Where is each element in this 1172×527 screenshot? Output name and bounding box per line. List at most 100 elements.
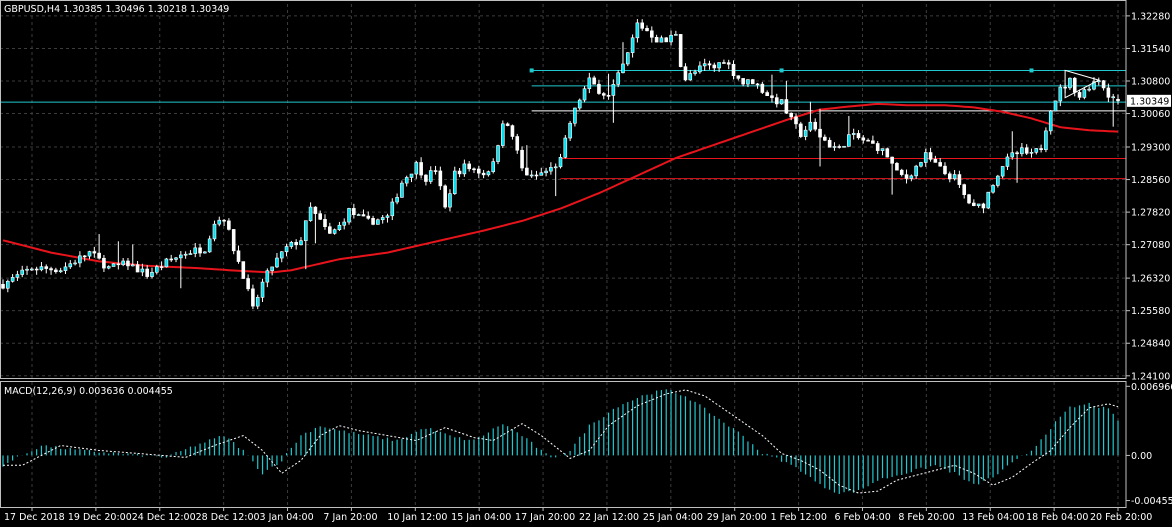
price-pane-frame — [0, 0, 1127, 379]
candle — [294, 239, 298, 250]
time-tick-label: 15 Jan 04:00 — [451, 512, 511, 523]
candle — [582, 86, 587, 103]
candle — [150, 267, 154, 279]
candle-body-bull — [544, 170, 548, 174]
candle — [395, 193, 399, 205]
candle — [486, 170, 491, 177]
line-anchor-handle[interactable] — [529, 68, 534, 73]
candle — [923, 148, 928, 167]
candle — [553, 163, 558, 197]
price-tick-label: 1.29300 — [1131, 143, 1170, 154]
candle-body-bull — [63, 266, 68, 271]
candle-body-bull — [952, 174, 957, 180]
candle-body-bull — [303, 220, 308, 241]
candle — [967, 193, 971, 205]
candle — [121, 258, 125, 267]
candle — [885, 147, 890, 158]
candle-body-bear — [654, 36, 659, 43]
candle-body-bear — [1024, 147, 1029, 154]
candle-body-bear — [515, 136, 520, 151]
line-anchor-handle[interactable] — [779, 68, 784, 73]
candle-body-bear — [597, 83, 601, 94]
price-pane[interactable] — [0, 19, 1126, 310]
candle — [419, 157, 423, 179]
candle — [126, 258, 130, 270]
candle-body-bear — [313, 206, 318, 214]
candle-body-bear — [116, 263, 121, 266]
candle-body-bear — [904, 174, 909, 179]
time-axis[interactable]: 17 Dec 2018 19 Dec 20:00 24 Dec 12:00 28 De… — [4, 507, 1152, 523]
price-axis[interactable]: 1.32280 1.31540 1.30800 1.30060 1.29300 1.285… — [1126, 11, 1171, 382]
candle-body-bear — [236, 250, 241, 262]
drawing-objects[interactable] — [529, 68, 1101, 99]
candle-body-bear — [947, 173, 952, 180]
candle — [712, 62, 717, 72]
candle-body-bear — [227, 220, 231, 230]
candle — [688, 69, 693, 81]
candle — [380, 215, 385, 224]
candle — [601, 92, 606, 100]
candle-body-bear — [251, 288, 255, 307]
candle-body-bear — [981, 203, 986, 209]
macd-axis[interactable]: 0.006966 0.00 -0.00455 — [1126, 382, 1172, 507]
candle — [356, 213, 361, 216]
candle — [1024, 144, 1029, 156]
candle-body-bull — [529, 174, 534, 177]
triangle-drawing[interactable] — [1064, 69, 1101, 99]
candle-body-bull — [909, 175, 914, 179]
candle-body-bear — [1, 283, 5, 289]
candle — [635, 19, 640, 43]
candle — [78, 251, 82, 268]
candle — [770, 74, 774, 103]
macd-signal-line — [3, 389, 1119, 494]
candle-body-bull — [111, 263, 116, 267]
candle — [568, 120, 572, 142]
candle-body-bear — [707, 63, 712, 66]
candle — [875, 141, 880, 154]
candle — [674, 30, 678, 36]
current-price-box — [1127, 94, 1171, 107]
candle — [251, 284, 255, 310]
chart-symbol-label: GBPUSD,H4 1.30385 1.30496 1.30218 1.3034… — [4, 4, 229, 15]
macd-pane[interactable] — [2, 389, 1119, 494]
candle-body-bear — [457, 170, 462, 175]
candle-body-bull — [308, 206, 313, 221]
candle-body-bear — [1116, 98, 1120, 102]
candle — [640, 19, 645, 31]
time-tick-label: 10 Jan 12:00 — [387, 512, 447, 523]
candle — [899, 168, 904, 177]
candle — [539, 167, 544, 176]
candle — [433, 165, 438, 175]
candle-body-bull — [986, 191, 991, 209]
candle — [803, 125, 808, 141]
candle — [270, 266, 274, 276]
candle — [299, 237, 303, 246]
candle-body-bear — [784, 99, 789, 114]
candle — [731, 60, 736, 80]
candle-body-bull — [616, 72, 620, 85]
price-tick-label: 1.30800 — [1131, 77, 1170, 88]
candle — [1044, 127, 1048, 153]
candle-body-bear — [885, 148, 890, 158]
candle — [789, 112, 793, 121]
candle — [376, 218, 380, 225]
candle — [510, 124, 515, 140]
line-anchor-handle[interactable] — [1029, 68, 1034, 73]
candle — [746, 79, 750, 88]
candle — [323, 214, 327, 230]
candle — [544, 167, 548, 177]
candle — [1087, 86, 1091, 92]
candle — [933, 155, 938, 163]
candle-body-bull — [558, 157, 563, 168]
candle — [25, 265, 29, 275]
candle — [140, 263, 145, 277]
candle-body-bull — [188, 253, 193, 255]
candle — [760, 81, 765, 95]
candle — [361, 209, 366, 217]
candle — [693, 69, 697, 76]
candle-body-bull — [486, 171, 491, 176]
candle-body-bear — [352, 208, 356, 215]
candle-body-bear — [443, 185, 447, 208]
candle — [1010, 131, 1015, 160]
